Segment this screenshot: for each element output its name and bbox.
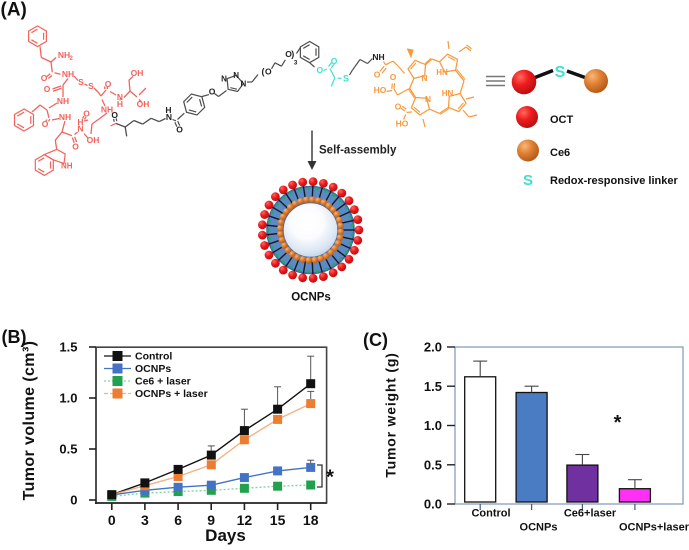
svg-text:O: O <box>374 70 381 80</box>
svg-text:*: * <box>614 412 622 434</box>
svg-text:HN: HN <box>442 89 454 98</box>
svg-text:OCNPs: OCNPs <box>520 522 558 534</box>
svg-text:OCNPs: OCNPs <box>135 363 171 375</box>
svg-text:OH: OH <box>87 135 100 145</box>
svg-text:O: O <box>395 102 402 112</box>
svg-text:HN: HN <box>436 68 448 77</box>
svg-text:O: O <box>111 110 118 120</box>
svg-text:Tumor weight (g): Tumor weight (g) <box>383 352 399 477</box>
svg-text:S: S <box>523 172 533 189</box>
svg-text:1.5: 1.5 <box>59 340 77 355</box>
svg-text:Control: Control <box>135 351 172 363</box>
svg-text:6: 6 <box>174 512 182 528</box>
svg-text:18: 18 <box>303 512 319 528</box>
svg-text:0.0: 0.0 <box>424 497 442 512</box>
svg-text:0.5: 0.5 <box>59 442 77 457</box>
svg-text:(A): (A) <box>1 0 27 21</box>
svg-text:Ce6: Ce6 <box>550 147 570 159</box>
svg-text:0: 0 <box>108 512 116 528</box>
svg-text:S: S <box>88 81 94 91</box>
svg-text:O: O <box>331 56 338 66</box>
svg-text:3: 3 <box>294 59 298 66</box>
svg-text:OCNPs + laser: OCNPs + laser <box>135 388 208 400</box>
svg-text:O: O <box>41 73 48 83</box>
svg-text:NH: NH <box>59 112 71 122</box>
svg-text:N: N <box>221 75 227 84</box>
svg-text:N: N <box>241 80 247 89</box>
svg-text:N: N <box>233 71 239 80</box>
svg-text:S: S <box>343 73 349 83</box>
svg-text:1.0: 1.0 <box>424 418 442 433</box>
svg-text:S: S <box>555 64 566 81</box>
svg-text:OCNPs+laser: OCNPs+laser <box>619 522 689 534</box>
svg-text:S: S <box>78 77 84 87</box>
svg-text:O: O <box>316 65 323 75</box>
svg-text:2.0: 2.0 <box>424 340 442 355</box>
svg-text:O: O <box>209 87 216 97</box>
svg-text:Ce6 + laser: Ce6 + laser <box>135 376 191 388</box>
svg-text:O: O <box>105 79 112 89</box>
svg-text:(C): (C) <box>363 330 388 350</box>
svg-text:0.5: 0.5 <box>424 457 442 472</box>
svg-text:NH: NH <box>57 96 69 106</box>
svg-text:N: N <box>77 124 83 134</box>
svg-text:O: O <box>44 84 51 94</box>
svg-text:O: O <box>42 119 49 129</box>
svg-text:O: O <box>265 67 272 77</box>
svg-text:HO: HO <box>396 119 409 129</box>
svg-text:Ce6+laser: Ce6+laser <box>564 508 617 520</box>
svg-text:N: N <box>425 94 431 104</box>
svg-text:Redox-responsive linker: Redox-responsive linker <box>550 175 678 187</box>
svg-text:NH: NH <box>372 52 384 62</box>
svg-text:O: O <box>72 141 79 151</box>
svg-text:0: 0 <box>70 493 77 508</box>
svg-text:*: * <box>326 467 334 489</box>
svg-text:O: O <box>83 109 90 119</box>
svg-text:OCT: OCT <box>550 114 574 126</box>
svg-text:NH: NH <box>62 69 74 79</box>
svg-text:N: N <box>421 73 427 83</box>
svg-text:3: 3 <box>141 512 149 528</box>
svg-text:): ) <box>291 49 294 59</box>
svg-text:NH: NH <box>58 50 70 60</box>
svg-text:Days: Days <box>205 526 246 545</box>
svg-text:Tumor volume (cm³): Tumor volume (cm³) <box>21 341 38 501</box>
svg-text:15: 15 <box>270 512 286 528</box>
svg-text:HO: HO <box>374 85 387 95</box>
svg-text:NH: NH <box>61 162 73 171</box>
svg-text:Self-assembly: Self-assembly <box>319 145 397 157</box>
svg-text:OH: OH <box>137 99 150 109</box>
svg-text:1.5: 1.5 <box>424 379 442 394</box>
svg-text:OCNPs: OCNPs <box>291 292 331 304</box>
svg-text:1.0: 1.0 <box>59 391 77 406</box>
svg-text:O: O <box>390 72 397 82</box>
svg-text:Control: Control <box>471 508 510 520</box>
svg-text:N: N <box>166 112 172 122</box>
svg-text:O: O <box>176 124 183 134</box>
